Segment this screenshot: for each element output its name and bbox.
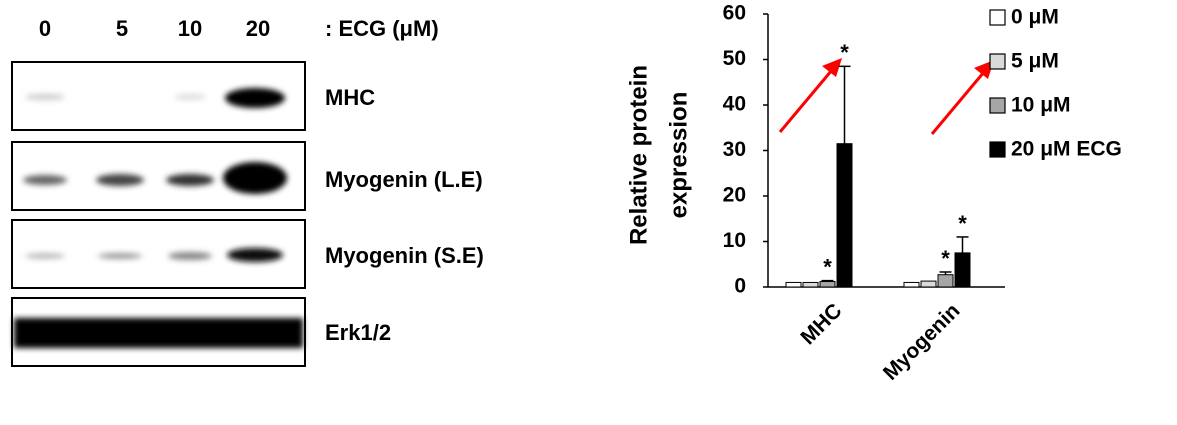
y-tick-label: 20 (723, 184, 746, 207)
band (14, 318, 303, 348)
y-axis-label: expression (665, 92, 692, 219)
band (96, 174, 144, 186)
bar (837, 144, 852, 287)
bar (921, 281, 936, 287)
bar (786, 282, 801, 287)
band (227, 248, 283, 262)
bar (955, 253, 970, 287)
significance-mark: * (958, 211, 967, 236)
page: 0 5 10 20 : ECG (μM) MHC Myogenin (L.E) … (0, 0, 1177, 425)
band (25, 94, 65, 100)
x-tick-label: MHC (796, 299, 846, 349)
band (23, 175, 67, 185)
legend-swatch (990, 142, 1005, 157)
arrows (780, 58, 994, 134)
significance-mark: * (941, 246, 950, 271)
significance-mark: * (823, 254, 832, 279)
significance-mark: * (840, 40, 849, 65)
band (223, 162, 287, 194)
band-label: Myogenin (S.E) (325, 243, 484, 268)
lane-label: 5 (116, 16, 128, 41)
y-tick-label: 40 (723, 93, 746, 116)
band (174, 94, 206, 100)
legend-label: 10 μM (1011, 94, 1071, 117)
legend-label: 20 μM ECG (1011, 138, 1122, 161)
lane-label: 10 (178, 16, 202, 41)
y-tick-label: 30 (723, 138, 746, 161)
y-tick-label: 0 (734, 275, 746, 298)
band (168, 252, 212, 260)
band-label: Erk1/2 (325, 320, 391, 345)
band (166, 174, 214, 186)
bar (820, 282, 835, 287)
band (98, 253, 142, 259)
arrow (780, 70, 832, 132)
treatment-label: : ECG (μM) (325, 16, 439, 41)
y-tick-label: 50 (723, 47, 746, 70)
band-label: Myogenin (L.E) (325, 167, 483, 192)
x-tick-label: Myogenin (879, 299, 965, 385)
bar (904, 282, 919, 287)
legend-swatch (990, 10, 1005, 25)
bar (938, 275, 953, 287)
figure: 0 5 10 20 : ECG (μM) MHC Myogenin (L.E) … (0, 0, 1177, 420)
bar (803, 282, 818, 287)
legend-label: 0 μM (1011, 6, 1059, 29)
legend-swatch (990, 54, 1005, 69)
legend-swatch (990, 98, 1005, 113)
lane-label: 20 (246, 16, 270, 41)
band (225, 88, 285, 108)
arrowhead (822, 58, 842, 77)
blot-panel: 0 5 10 20 : ECG (μM) MHC Myogenin (L.E) … (12, 16, 484, 366)
band-label: MHC (325, 85, 375, 110)
band (25, 253, 65, 259)
y-axis-label: Relative protein (625, 65, 652, 245)
y-tick-label: 10 (723, 229, 746, 252)
legend-label: 5 μM (1011, 50, 1059, 73)
y-tick-label: 60 (723, 2, 746, 25)
lane-label: 0 (39, 16, 51, 41)
arrow (932, 72, 984, 134)
